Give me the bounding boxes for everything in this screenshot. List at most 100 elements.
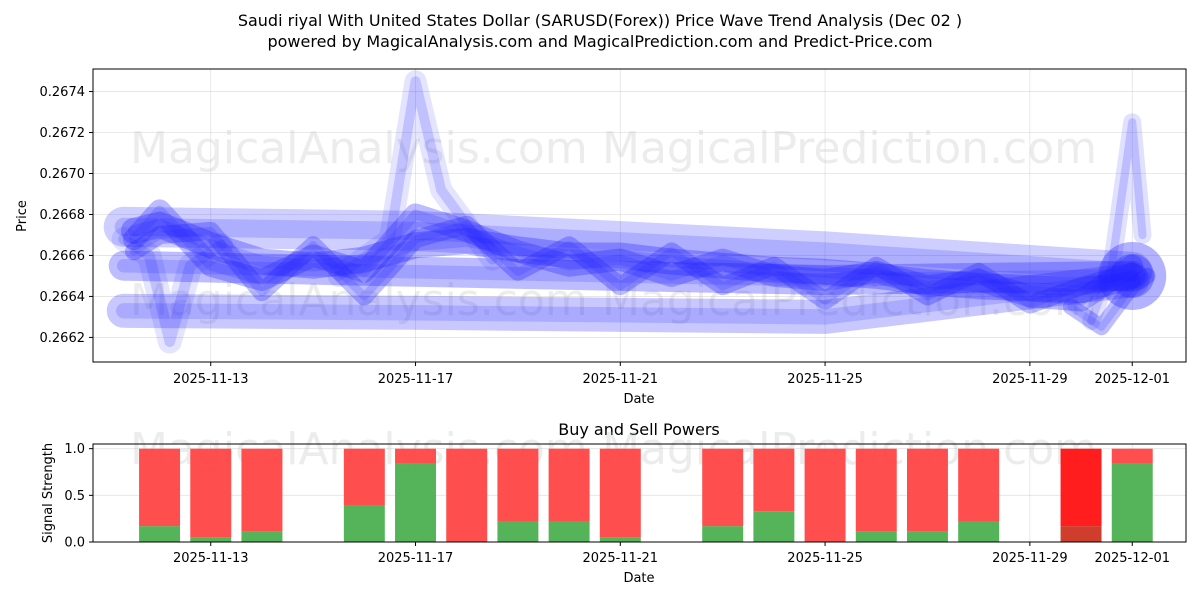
price-x-ticks: 2025-11-13 2025-11-17 2025-11-21 2025-11-25… xyxy=(173,362,1170,387)
price-y-tick-label: 0.2670 xyxy=(40,167,86,182)
price-wave-2-core xyxy=(129,205,1138,306)
price-wave-fan-lower xyxy=(106,263,1150,334)
price-y-tick-label: 0.2674 xyxy=(40,85,86,100)
buy-sell-y-axis-label: Signal Strength xyxy=(41,443,56,543)
price-wave-series xyxy=(103,70,1167,354)
sell-bar xyxy=(702,448,744,527)
buy-bar xyxy=(906,531,948,542)
sell-bar xyxy=(139,448,181,527)
price-wave-main-core xyxy=(128,218,1139,297)
price-y-tick-label: 0.2664 xyxy=(40,290,86,305)
sell-bar xyxy=(241,448,283,532)
price-wave-fan-mid xyxy=(108,250,1148,295)
buy-bar xyxy=(702,526,744,542)
buy-bar xyxy=(753,511,795,542)
buy-bar xyxy=(855,531,897,542)
watermark-analysis: MagicalAnalysis.com xyxy=(130,123,588,174)
sell-bar xyxy=(753,448,795,512)
price-x-tick-label: 2025-11-25 xyxy=(787,372,863,387)
price-x-tick-label: 2025-11-17 xyxy=(378,372,454,387)
price-wave-3-core xyxy=(129,220,1137,309)
price-y-tick-label: 0.2668 xyxy=(40,208,86,223)
price-wave-main xyxy=(121,211,1146,304)
buy-bar xyxy=(497,521,539,542)
sell-bar xyxy=(906,448,948,532)
buy-sell-y-tick-label: 1.0 xyxy=(64,442,85,457)
buy-sell-y-tick-label: 0.5 xyxy=(64,489,85,504)
watermark-prediction: MagicalPrediction.com xyxy=(602,123,1097,174)
price-wave-end-arrow-core xyxy=(1067,272,1152,331)
price-wave-spike-dec01 xyxy=(1082,113,1152,330)
price-wave-fan-lower-core xyxy=(116,272,1140,325)
buy-bar xyxy=(139,526,181,542)
price-end-blob xyxy=(1098,241,1167,310)
price-x-tick-label: 2025-12-01 xyxy=(1094,372,1170,387)
buy-sell-plot-frame xyxy=(92,443,1187,543)
buy-sell-y-tick-label: 0.0 xyxy=(64,536,85,551)
buy-bar xyxy=(241,531,283,542)
buy-sell-x-tick-label: 2025-12-01 xyxy=(1094,551,1170,566)
price-wave-chart: MagicalAnalysis.com MagicalPrediction.co… xyxy=(15,68,1187,407)
price-x-tick-label: 2025-11-13 xyxy=(173,372,249,387)
buy-bar xyxy=(343,505,385,542)
price-wave-spike-nov17-core xyxy=(333,76,498,281)
buy-bar xyxy=(548,521,590,542)
price-y-tick-label: 0.2662 xyxy=(40,331,86,346)
sell-bar xyxy=(958,448,1000,522)
chart-title-line1: Saudi riyal With United States Dollar (S… xyxy=(238,11,962,30)
buy-bar xyxy=(1060,526,1102,542)
buy-sell-x-tick-label: 2025-11-29 xyxy=(992,551,1068,566)
sell-bar xyxy=(804,448,846,542)
buy-sell-x-tick-label: 2025-11-25 xyxy=(787,551,863,566)
sell-bar xyxy=(855,448,897,532)
price-plot-area xyxy=(93,69,1186,362)
chart-title-line2: powered by MagicalAnalysis.com and Magic… xyxy=(267,32,932,51)
price-x-tick-label: 2025-11-21 xyxy=(583,372,659,387)
price-x-tick-label: 2025-11-29 xyxy=(992,372,1068,387)
price-wave-fan-upper-core xyxy=(114,217,1142,281)
price-wave-2 xyxy=(123,199,1144,312)
sell-bar xyxy=(446,448,488,542)
price-wave-dip-nov12 xyxy=(111,227,233,354)
buy-bar xyxy=(958,521,1000,542)
price-wave-spike-nov17 xyxy=(327,70,504,287)
buy-sell-x-ticks: 2025-11-13 2025-11-17 2025-11-21 2025-11-25… xyxy=(173,542,1170,566)
sell-bar xyxy=(548,448,590,522)
watermark-analysis-lower: MagicalAnalysis.com xyxy=(130,275,588,326)
price-gridlines xyxy=(93,69,1186,362)
price-wave-spike-dec01-core xyxy=(1087,118,1147,326)
price-y-axis-label: Price xyxy=(15,200,30,232)
price-plot-frame xyxy=(92,68,1187,363)
price-y-tick-label: 0.2672 xyxy=(40,126,86,141)
sell-bar xyxy=(395,448,437,464)
watermark-prediction-bottom: MagicalPrediction.com xyxy=(602,424,1097,475)
buy-bar xyxy=(190,537,232,542)
price-wave-end-arrow xyxy=(1062,267,1156,336)
price-wave-fan-mid-core xyxy=(116,258,1139,287)
price-y-ticks: 0.2662 0.2664 0.2666 0.2668 0.2670 0.2672 0.26… xyxy=(40,85,93,346)
price-end-core xyxy=(1110,253,1155,298)
price-x-axis-label: Date xyxy=(623,392,654,407)
price-wave-3 xyxy=(125,215,1142,314)
price-y-tick-label: 0.2666 xyxy=(40,249,86,264)
buy-sell-chart: Buy and Sell Powers MagicalAnalysis.com … xyxy=(41,420,1187,586)
buy-bar xyxy=(1111,463,1153,542)
buy-bar xyxy=(599,537,641,542)
buy-sell-x-tick-label: 2025-11-13 xyxy=(173,551,249,566)
buy-sell-y-ticks: 0.0 0.5 1.0 xyxy=(64,442,93,551)
price-wave-dip-nov12-core xyxy=(118,233,227,347)
sell-bar xyxy=(497,448,539,522)
sell-bar xyxy=(1060,448,1102,527)
buy-sell-title: Buy and Sell Powers xyxy=(558,420,720,439)
watermark-prediction-lower: MagicalPrediction.com xyxy=(602,275,1097,326)
buy-sell-x-tick-label: 2025-11-17 xyxy=(378,551,454,566)
buy-sell-x-axis-label: Date xyxy=(623,571,654,586)
buy-sell-x-tick-label: 2025-11-21 xyxy=(583,551,659,566)
buy-sell-bars xyxy=(139,448,1153,542)
sell-bar xyxy=(1111,448,1153,464)
sell-bar xyxy=(599,448,641,538)
sell-bar xyxy=(343,448,385,506)
price-wave-fan-upper xyxy=(103,206,1153,292)
sell-bar xyxy=(190,448,232,538)
